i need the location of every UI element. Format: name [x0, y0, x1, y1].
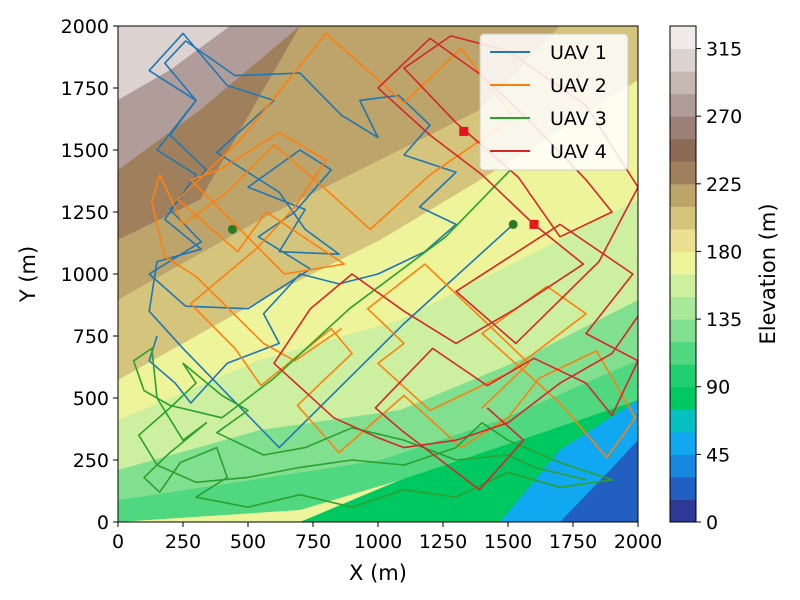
colorbar-tick-label: 135: [706, 309, 742, 331]
start-marker-uav-3: [227, 224, 237, 234]
x-tick-label: 750: [295, 531, 331, 553]
x-tick-label: 1000: [354, 531, 402, 553]
x-tick-label: 500: [230, 531, 266, 553]
x-tick-label: 1250: [419, 531, 467, 553]
colorbar-band: [670, 386, 696, 410]
colorbar-band: [670, 71, 696, 95]
x-tick-label: 250: [165, 531, 201, 553]
y-tick-label: 2000: [61, 16, 109, 38]
start-marker-uav-1: [508, 219, 518, 229]
x-tick-label: 0: [112, 531, 124, 553]
colorbar-tick-label: 225: [706, 174, 742, 196]
colorbar-band: [670, 319, 696, 343]
colorbar-tick-label: 180: [706, 241, 742, 263]
legend-label-uav-3: UAV 3: [550, 108, 607, 130]
y-axis-label: Y (m): [16, 246, 40, 303]
colorbar-band: [670, 183, 696, 207]
colorbar-band: [670, 409, 696, 433]
legend-label-uav-1: UAV 1: [550, 42, 607, 64]
x-tick-label: 1750: [549, 531, 597, 553]
y-axis-ticks: 0 250 500 750 1000 1250 1500 1750 2000: [61, 16, 118, 534]
colorbar-band: [670, 48, 696, 72]
colorbar-tick-label: 270: [706, 106, 742, 128]
colorbar-tick-label: 90: [706, 377, 730, 399]
series-line-uav-1: [148, 32, 514, 449]
colorbar-band: [670, 476, 696, 500]
colorbar-label: Elevation (m): [756, 203, 780, 344]
series-layer: [132, 32, 638, 508]
legend-label-uav-4: UAV 4: [550, 141, 607, 163]
colorbar-band: [670, 228, 696, 252]
colorbar-band: [670, 138, 696, 162]
colorbar-band: [670, 341, 696, 365]
y-tick-label: 1500: [61, 140, 109, 162]
start-marker-uav-4: [459, 126, 469, 136]
y-tick-label: 500: [73, 388, 109, 410]
y-tick-label: 1750: [61, 78, 109, 100]
y-tick-label: 250: [73, 450, 109, 472]
colorbar-tick-label: 315: [706, 39, 742, 61]
colorbar-band: [670, 161, 696, 185]
colorbar-band: [670, 93, 696, 117]
colorbar-band: [670, 431, 696, 455]
colorbar-band: [670, 296, 696, 320]
x-tick-label: 1500: [484, 531, 532, 553]
colorbar-band: [670, 251, 696, 275]
colorbar-band: [670, 116, 696, 140]
colorbar: 0 45 90 135 180 225 270 315: [669, 25, 742, 534]
colorbar-band: [670, 454, 696, 478]
y-tick-label: 1000: [61, 264, 109, 286]
x-axis-label: X (m): [349, 561, 407, 585]
x-axis-ticks: 0 250 500 750 1000 1250 1500 1750 2000: [112, 522, 662, 553]
series-line-uav-3: [132, 169, 613, 508]
colorbar-tick-label: 45: [706, 444, 730, 466]
colorbar-frame: [669, 25, 697, 523]
y-tick-label: 750: [73, 326, 109, 348]
colorbar-band: [670, 26, 696, 50]
colorbar-band: [670, 499, 696, 523]
y-tick-label: 1250: [61, 202, 109, 224]
colorbar-band: [670, 364, 696, 388]
legend: UAV 1 UAV 2 UAV 3 UAV 4: [479, 33, 629, 171]
series-line-uav-2: [151, 32, 637, 459]
legend-label-uav-2: UAV 2: [550, 75, 607, 97]
colorbar-tick-label: 0: [706, 512, 718, 534]
y-tick-label: 0: [97, 512, 109, 534]
colorbar-band: [670, 274, 696, 298]
series-line-uav-4: [273, 35, 638, 491]
colorbar-band: [670, 206, 696, 230]
x-tick-label: 2000: [614, 531, 662, 553]
